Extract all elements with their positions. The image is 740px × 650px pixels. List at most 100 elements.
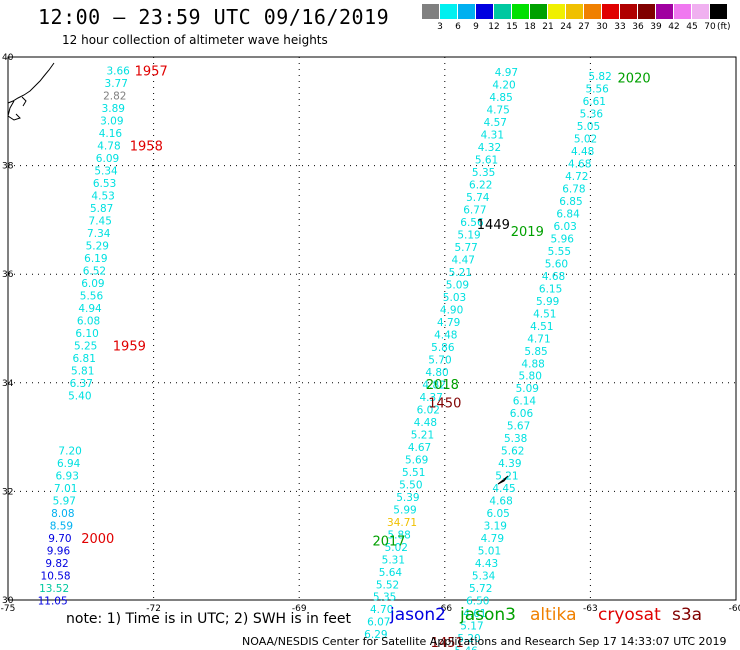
wave-height-label: 6.56 [460, 217, 484, 229]
wave-height-label: 6.29 [364, 629, 387, 641]
wave-height-label: 4.51 [530, 321, 553, 333]
wave-height-label: 5.60 [545, 258, 568, 270]
wave-height-label: 4.39 [498, 458, 521, 470]
wave-height-label: 5.40 [68, 390, 91, 402]
colorbar-unit: (ft) [717, 22, 731, 32]
wave-height-label: 4.57 [484, 117, 507, 129]
wave-height-label: 8.08 [51, 508, 74, 520]
wave-height-label: 5.77 [454, 242, 477, 254]
wave-height-label: 3.77 [105, 78, 128, 90]
colorbar-tick-label: 45 [686, 22, 698, 32]
wave-height-label: 5.56 [585, 83, 609, 95]
colorbar-swatch [458, 4, 475, 19]
wave-height-label: 6.94 [57, 458, 81, 470]
colorbar-tick-label: 12 [488, 22, 500, 32]
colorbar-tick-label: 27 [578, 22, 590, 32]
wave-height-label: 2.82 [103, 91, 126, 103]
wave-height-label: 4.48 [571, 146, 594, 158]
colorbar-tick-label: 21 [542, 22, 554, 32]
wave-height-label: 4.51 [533, 308, 556, 320]
wave-height-label: 4.45 [492, 483, 515, 495]
wave-height-label: 6.03 [553, 221, 576, 233]
wave-height-label: 6.10 [75, 328, 98, 340]
wave-height-label: 4.80 [425, 367, 448, 379]
wave-height-label: 6.22 [469, 180, 492, 192]
wave-height-label: 4.20 [492, 80, 515, 92]
wave-height-label: 6.84 [556, 208, 580, 220]
colorbar-tick-label: 3 [437, 22, 443, 32]
wave-height-label: 5.09 [516, 383, 539, 395]
wave-height-label: 6.77 [463, 205, 486, 217]
wave-height-label: 4.79 [437, 317, 460, 329]
wave-height-label: 5.81 [71, 365, 94, 377]
wave-height-label: 5.03 [443, 292, 466, 304]
colorbar-swatches [422, 4, 727, 19]
colorbar-swatch [620, 4, 637, 19]
wave-height-label: 4.61 [463, 608, 486, 620]
pass-time-label: 1958 [130, 140, 163, 155]
wave-height-label: 4.90 [440, 304, 463, 316]
wave-height-label: 4.85 [489, 92, 512, 104]
wave-height-label: 5.20 [457, 633, 480, 645]
wave-height-label: 6.09 [81, 278, 104, 290]
wave-height-label: 5.64 [379, 567, 403, 579]
wave-height-label: 5.25 [74, 340, 97, 352]
wave-height-label: 6.15 [539, 283, 562, 295]
colorbar-tick-label: 70 [704, 22, 716, 32]
wave-height-label: 4.94 [78, 303, 102, 315]
wave-height-label: 5.97 [53, 496, 76, 508]
wave-height-label: 5.80 [519, 371, 542, 383]
wave-height-label: 5.09 [446, 280, 469, 292]
satellite-legend-altika: altika [530, 605, 577, 625]
wave-height-label: 6.93 [56, 471, 79, 483]
wave-height-label: 4.47 [452, 255, 475, 267]
wave-height-label: 6.07 [367, 617, 390, 629]
wave-height-label: 5.85 [524, 346, 547, 358]
wave-height-label: 5.67 [507, 421, 530, 433]
wave-height-label: 3.66 [106, 66, 130, 78]
wave-height-label: 8.59 [50, 521, 73, 533]
wave-height-label: 6.14 [513, 396, 537, 408]
colorbar-swatch [638, 4, 655, 19]
colorbar-tick-label: 33 [614, 22, 626, 32]
wave-height-label: 5.56 [80, 290, 104, 302]
wave-height-label: 5.05 [577, 121, 600, 133]
wave-height-label: 4.68 [568, 158, 591, 170]
wave-height-label: 6.85 [559, 196, 582, 208]
wave-height-label: 4.43 [475, 558, 498, 570]
footer-credit: NOAA/NESDIS Center for Satellite Applica… [242, 635, 727, 648]
wave-height-label: 6.61 [583, 96, 606, 108]
x-tick-label: -63 [583, 604, 598, 614]
colorbar-swatch [548, 4, 565, 19]
wave-height-label: 5.99 [536, 296, 559, 308]
pass-time-label: 2020 [618, 72, 651, 87]
wave-height-label: 3.19 [484, 521, 507, 533]
wave-height-label: 5.69 [405, 454, 428, 466]
wave-height-label: 3.09 [100, 116, 123, 128]
colorbar-swatch [602, 4, 619, 19]
page-title: 12:00 – 23:59 UTC 09/16/2019 [38, 5, 390, 29]
colorbar-swatch [566, 4, 583, 19]
wave-height-label: 7.20 [58, 446, 81, 458]
pass-time-label: 1959 [113, 339, 146, 354]
y-tick-label: 36 [2, 270, 14, 280]
wave-height-label: 6.52 [83, 265, 106, 277]
satellite-legend-s3a: s3a [672, 605, 703, 625]
colorbar-tick-label: 36 [632, 22, 644, 32]
pass-time-label: 2019 [511, 225, 544, 240]
colorbar-tick-label: 42 [668, 22, 680, 32]
wave-height-label: 5.31 [382, 554, 405, 566]
colorbar-swatch [422, 4, 439, 19]
wave-height-label: 5.21 [411, 429, 434, 441]
wave-height-label: 5.17 [460, 621, 483, 633]
wave-height-label: 4.53 [91, 190, 114, 202]
x-tick-label: -60 [729, 604, 740, 614]
colorbar-tick-label: 18 [524, 22, 536, 32]
wave-height-label: 5.46 [454, 645, 478, 650]
colorbar-swatch [674, 4, 691, 19]
wave-height-label: 34.71 [387, 517, 417, 529]
x-tick-label: -69 [292, 604, 307, 614]
wave-height-label: 4.31 [481, 130, 504, 142]
wave-height-label: 5.02 [574, 133, 597, 145]
